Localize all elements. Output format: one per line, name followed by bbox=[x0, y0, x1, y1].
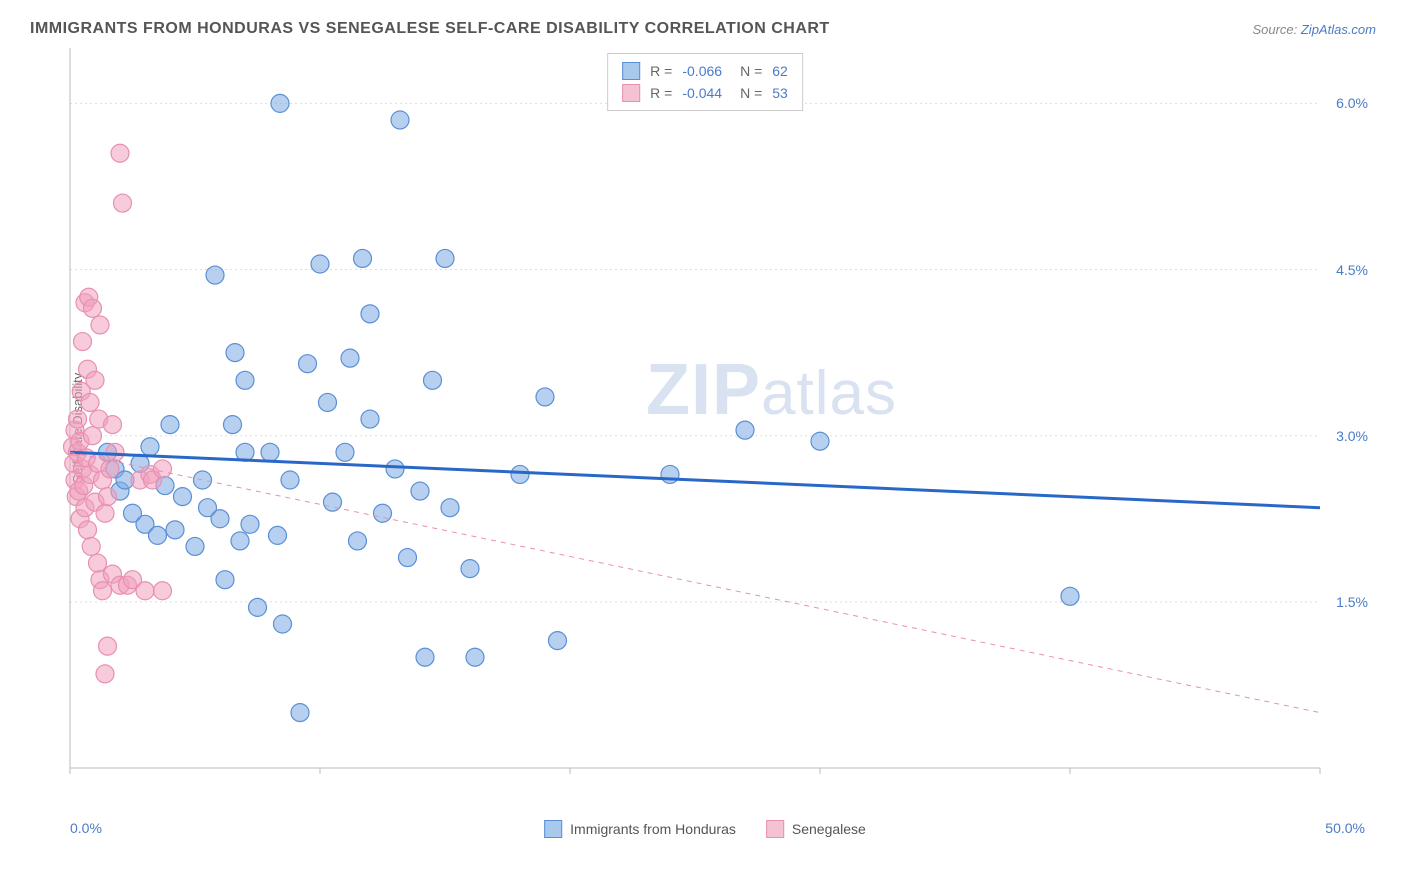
x-axis-max-label: 50.0% bbox=[1325, 820, 1365, 836]
legend-stat-row: R = -0.066 N = 62 bbox=[622, 60, 788, 82]
legend-series-box: Immigrants from Honduras Senegalese bbox=[544, 820, 866, 838]
legend-r-label: R = bbox=[650, 63, 672, 79]
legend-swatch bbox=[766, 820, 784, 838]
legend-series-item: Immigrants from Honduras bbox=[544, 820, 736, 838]
legend-swatch bbox=[622, 84, 640, 102]
chart-container: IMMIGRANTS FROM HONDURAS VS SENEGALESE S… bbox=[0, 0, 1406, 892]
legend-stats-box: R = -0.066 N = 62 R = -0.044 N = 53 bbox=[607, 53, 803, 111]
legend-stat-row: R = -0.044 N = 53 bbox=[622, 82, 788, 104]
legend-swatch bbox=[622, 62, 640, 80]
chart-title: IMMIGRANTS FROM HONDURAS VS SENEGALESE S… bbox=[30, 20, 830, 38]
y-tick-label: 1.5% bbox=[1336, 594, 1368, 610]
x-axis-min-label: 0.0% bbox=[70, 820, 102, 836]
source-prefix-label: Source: bbox=[1252, 22, 1300, 37]
legend-series-item: Senegalese bbox=[766, 820, 866, 838]
chart-source: Source: ZipAtlas.com bbox=[1252, 22, 1376, 37]
y-tick-label: 3.0% bbox=[1336, 428, 1368, 444]
legend-swatch bbox=[544, 820, 562, 838]
chart-header: IMMIGRANTS FROM HONDURAS VS SENEGALESE S… bbox=[30, 20, 1376, 38]
legend-n-value: 62 bbox=[772, 63, 788, 79]
plot-area: Self-Care Disability ZIPatlas R =-0.066N… bbox=[40, 48, 1370, 808]
legend-series-label: Senegalese bbox=[792, 821, 866, 837]
legend-n-label: N = bbox=[740, 63, 762, 79]
scatter-chart-svg bbox=[40, 48, 1370, 838]
source-link[interactable]: ZipAtlas.com bbox=[1301, 22, 1376, 37]
legend-r-value: -0.044 bbox=[682, 85, 722, 101]
legend-r-label: R = bbox=[650, 85, 672, 101]
legend-r-value: -0.066 bbox=[682, 63, 722, 79]
y-tick-label: 4.5% bbox=[1336, 262, 1368, 278]
legend-n-label: N = bbox=[740, 85, 762, 101]
legend-series-label: Immigrants from Honduras bbox=[570, 821, 736, 837]
y-tick-label: 6.0% bbox=[1336, 95, 1368, 111]
legend-n-value: 53 bbox=[772, 85, 788, 101]
